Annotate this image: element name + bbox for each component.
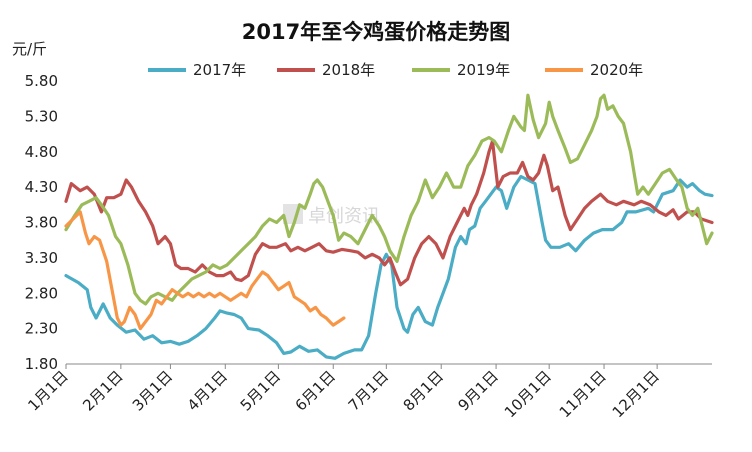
watermark-text: 卓创资讯 <box>308 206 380 227</box>
x-tick-label: 7月1日 <box>345 367 392 414</box>
y-tick-label: 3.30 <box>25 249 58 267</box>
chart-title: 2017年至今鸡蛋价格走势图 <box>242 20 510 44</box>
y-tick-label: 2.80 <box>25 284 58 302</box>
x-tick-label: 1月1日 <box>24 367 71 414</box>
y-tick-label: 4.30 <box>25 178 58 196</box>
x-tick-label: 10月1日 <box>501 367 555 421</box>
watermark: 卓创资讯 <box>283 204 380 227</box>
series-line-2020年 <box>64 210 346 331</box>
x-tick-label: 8月1日 <box>400 367 447 414</box>
x-tick-label: 4月1日 <box>184 367 231 414</box>
series-line-2017年 <box>64 174 714 360</box>
y-tick-label: 4.80 <box>25 143 58 161</box>
y-tick-label: 5.80 <box>25 72 58 90</box>
x-tick-label: 11月1日 <box>556 367 610 421</box>
series-line-2018年 <box>64 139 714 287</box>
x-tick-label: 5月1日 <box>237 367 284 414</box>
y-axis-ticks: 5.80 5.30 4.80 4.30 3.80 3.30 2.80 2.30 1.80 <box>25 72 58 373</box>
x-tick-label: 9月1日 <box>454 367 501 414</box>
y-tick-label: 1.80 <box>25 355 58 373</box>
series-lines <box>64 93 714 360</box>
x-tick-label: 6月1日 <box>292 367 339 414</box>
legend-label: 2019年 <box>457 61 510 79</box>
legend-label: 2017年 <box>193 61 246 79</box>
y-tick-label: 5.30 <box>25 107 58 125</box>
legend-label: 2018年 <box>322 61 375 79</box>
series-line-2019年 <box>64 93 714 306</box>
y-tick-label: 2.30 <box>25 320 58 338</box>
x-tick-label: 12月1日 <box>609 367 663 421</box>
x-tick-label: 3月1日 <box>129 367 176 414</box>
x-axis-ticks: 1月1日 2月1日 3月1日 4月1日 5月1日 6月1日 7月1日 8月1日 9月1日10月1… <box>24 364 663 421</box>
y-axis-unit: 元/斤 <box>12 40 47 58</box>
legend: 2017年 2018年 2019年 2020年 <box>148 61 643 79</box>
y-tick-label: 3.80 <box>25 214 58 232</box>
legend-label: 2020年 <box>590 61 643 79</box>
x-tick-label: 2月1日 <box>79 367 126 414</box>
